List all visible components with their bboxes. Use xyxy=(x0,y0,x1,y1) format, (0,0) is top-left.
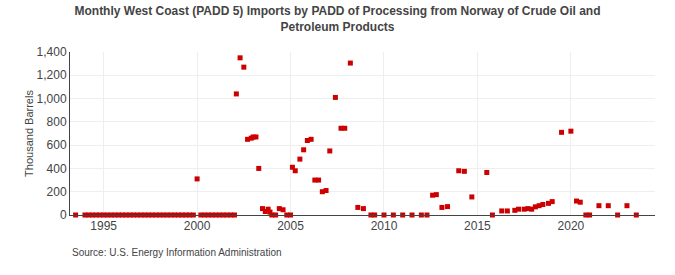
svg-text:Thousand Barrels: Thousand Barrels xyxy=(23,90,35,177)
svg-text:2000: 2000 xyxy=(184,219,211,233)
svg-text:2010: 2010 xyxy=(371,219,398,233)
svg-text:800: 800 xyxy=(47,115,67,129)
svg-text:600: 600 xyxy=(47,138,67,152)
svg-text:0: 0 xyxy=(60,208,67,222)
svg-text:1,000: 1,000 xyxy=(37,92,67,106)
svg-text:2020: 2020 xyxy=(558,219,585,233)
svg-text:1995: 1995 xyxy=(90,219,117,233)
svg-text:2005: 2005 xyxy=(277,219,304,233)
svg-text:Source: U.S. Energy Informatio: Source: U.S. Energy Information Administ… xyxy=(72,247,282,258)
svg-text:200: 200 xyxy=(47,185,67,199)
svg-text:1,200: 1,200 xyxy=(37,68,67,82)
svg-text:400: 400 xyxy=(47,162,67,176)
svg-text:2015: 2015 xyxy=(464,219,491,233)
svg-text:1,400: 1,400 xyxy=(37,45,67,59)
svg-text:Monthly West Coast (PADD 5) Im: Monthly West Coast (PADD 5) Imports by P… xyxy=(74,4,600,34)
